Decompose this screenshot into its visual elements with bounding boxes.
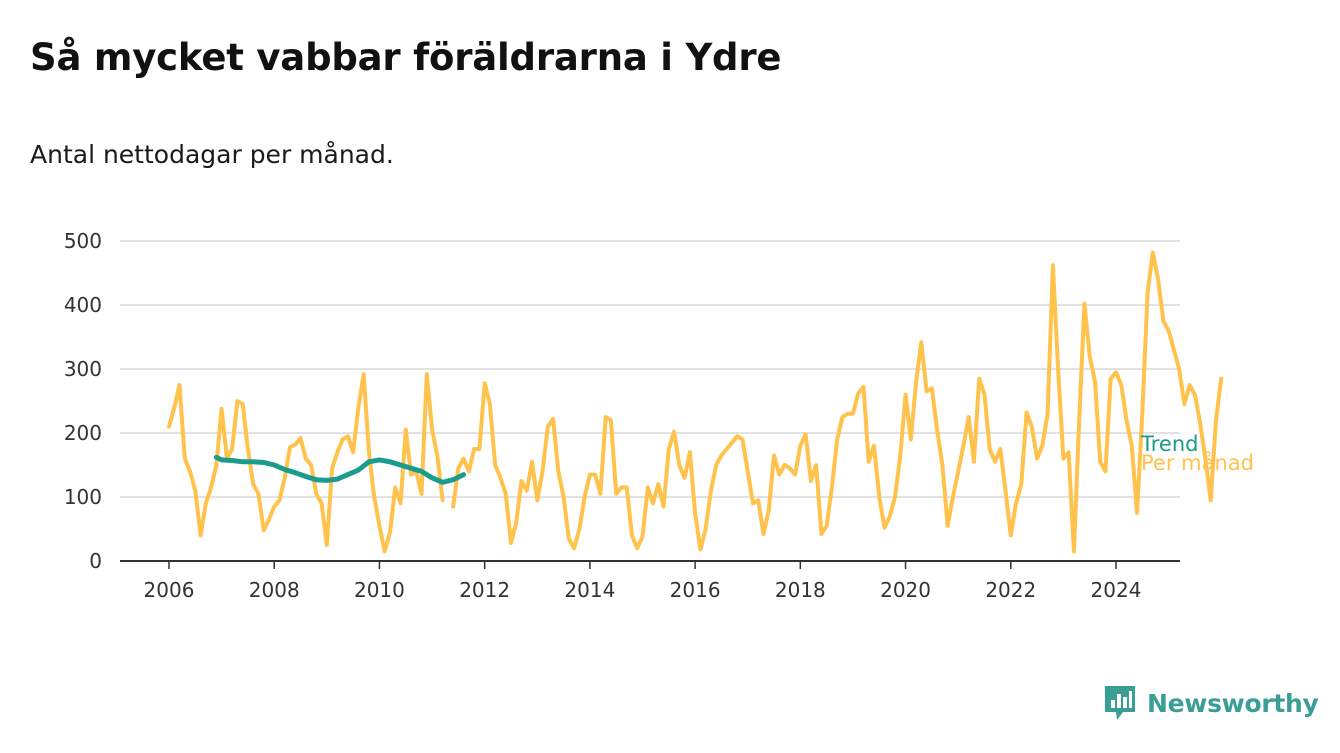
x-tick-label: 2024 (1091, 578, 1142, 602)
x-tick-label: 2014 (564, 578, 615, 602)
x-tick-label: 2010 (354, 578, 405, 602)
series-label-trend: Trend (1140, 432, 1198, 456)
y-tick-label: 100 (64, 485, 102, 509)
x-tick-label: 2016 (670, 578, 721, 602)
x-tick-label: 2008 (249, 578, 300, 602)
x-tick-label: 2012 (459, 578, 510, 602)
x-tick-label: 2020 (880, 578, 931, 602)
brand-name: Newsworthy (1147, 688, 1319, 718)
chart-title: Så mycket vabbar föräldrarna i Ydre (30, 36, 782, 79)
x-tick-label: 2022 (985, 578, 1036, 602)
y-tick-label: 400 (64, 293, 102, 317)
newsworthy-logo-icon (1105, 686, 1135, 720)
y-tick-label: 300 (64, 357, 102, 381)
y-tick-label: 200 (64, 421, 102, 445)
series-line-trend (213, 454, 467, 485)
brand-logo: Newsworthy (1103, 684, 1319, 722)
series-label-per-manad: Per månad (1141, 450, 1254, 475)
chart-subtitle: Antal nettodagar per månad. (30, 140, 394, 169)
y-tick-label: 0 (89, 549, 102, 573)
x-tick-label: 2018 (775, 578, 826, 602)
x-tick-label: 2006 (144, 578, 195, 602)
y-tick-label: 500 (64, 229, 102, 253)
series-line-per-manad (167, 250, 1224, 554)
